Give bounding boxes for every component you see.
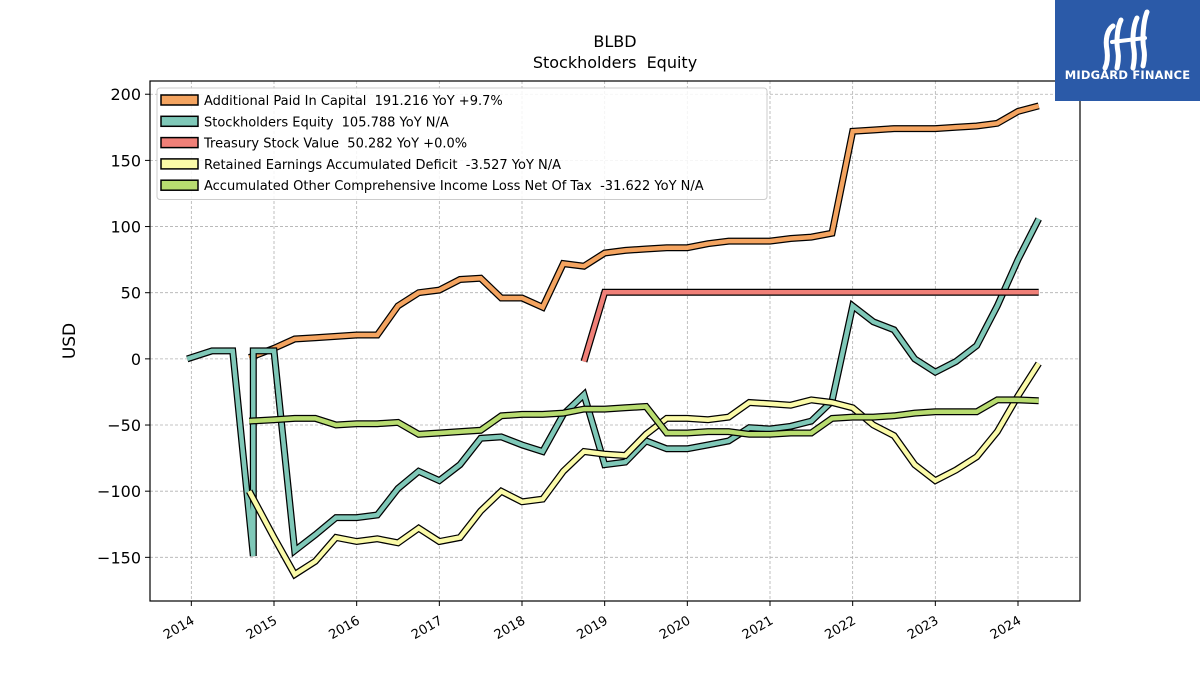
series-5 [249,396,1039,438]
series-line [248,103,1040,360]
x-tick-label: 2024 [988,613,1024,643]
series-layer [186,102,1042,580]
legend-label: Accumulated Other Comprehensive Income L… [204,179,704,194]
brand-name: MIDGARD FINANCE [1064,68,1191,82]
legend-item: Treasury Stock Value 50.282 YoY +0.0% [160,136,467,152]
brand-logo-mark [1102,9,1150,71]
legend-item: Accumulated Other Comprehensive Income L… [160,179,704,194]
x-tick-label: 2016 [327,613,363,643]
legend-swatch [160,136,199,149]
legend-swatch [160,115,199,128]
y-tick-label: −150 [97,548,141,567]
series-outline [186,217,1042,558]
series-4 [246,361,1042,580]
legend-box [156,87,768,200]
legend-item: Retained Earnings Accumulated Deficit -3… [160,158,561,173]
legend-label: Treasury Stock Value 50.282 YoY +0.0% [203,137,467,152]
legend-item: Stockholders Equity 105.788 YoY N/A [160,115,449,130]
series-2 [186,217,1042,558]
series-1 [248,102,1040,361]
y-axis-label: USD [60,323,80,359]
legend-label: Stockholders Equity 105.788 YoY N/A [204,115,449,130]
series-line [186,217,1041,557]
x-tick-label: 2023 [905,613,941,643]
x-tick-label: 2021 [740,613,776,643]
y-tick-label: 50 [121,284,141,303]
plot-frame [149,80,1081,602]
series-line [581,290,1039,363]
x-tick-label: 2017 [409,613,445,643]
x-tick-label: 2014 [161,613,197,643]
chart-subtitle: Stockholders Equity [533,53,697,72]
legend: Additional Paid In Capital 191.216 YoY +… [156,87,768,200]
legend-swatch [160,94,199,106]
legend-swatch [160,179,199,191]
y-tick-label: 200 [110,85,141,104]
series-line [249,397,1039,437]
legend-label: Retained Earnings Accumulated Deficit -3… [204,158,561,173]
x-tick-label: 2015 [244,613,280,643]
series-3 [580,288,1039,363]
x-tick-label: 2022 [823,613,859,643]
legend-label: Additional Paid In Capital 191.216 YoY +… [204,94,503,109]
y-tick-label: −50 [107,416,141,435]
x-tick-label: 2020 [657,613,693,643]
chart-title: BLBD [593,32,636,51]
x-tick-label: 2018 [492,613,528,643]
y-tick-label: −100 [97,482,141,501]
brand-logo: MIDGARD FINANCE [1055,0,1200,101]
legend-swatch [160,158,199,170]
y-tick-label: 0 [131,350,141,369]
legend-item: Additional Paid In Capital 191.216 YoY +… [160,94,503,109]
x-tick-label: 2019 [575,613,611,643]
series-line [247,362,1041,578]
y-tick-label: 150 [110,151,141,170]
y-tick-label: 100 [110,218,141,237]
